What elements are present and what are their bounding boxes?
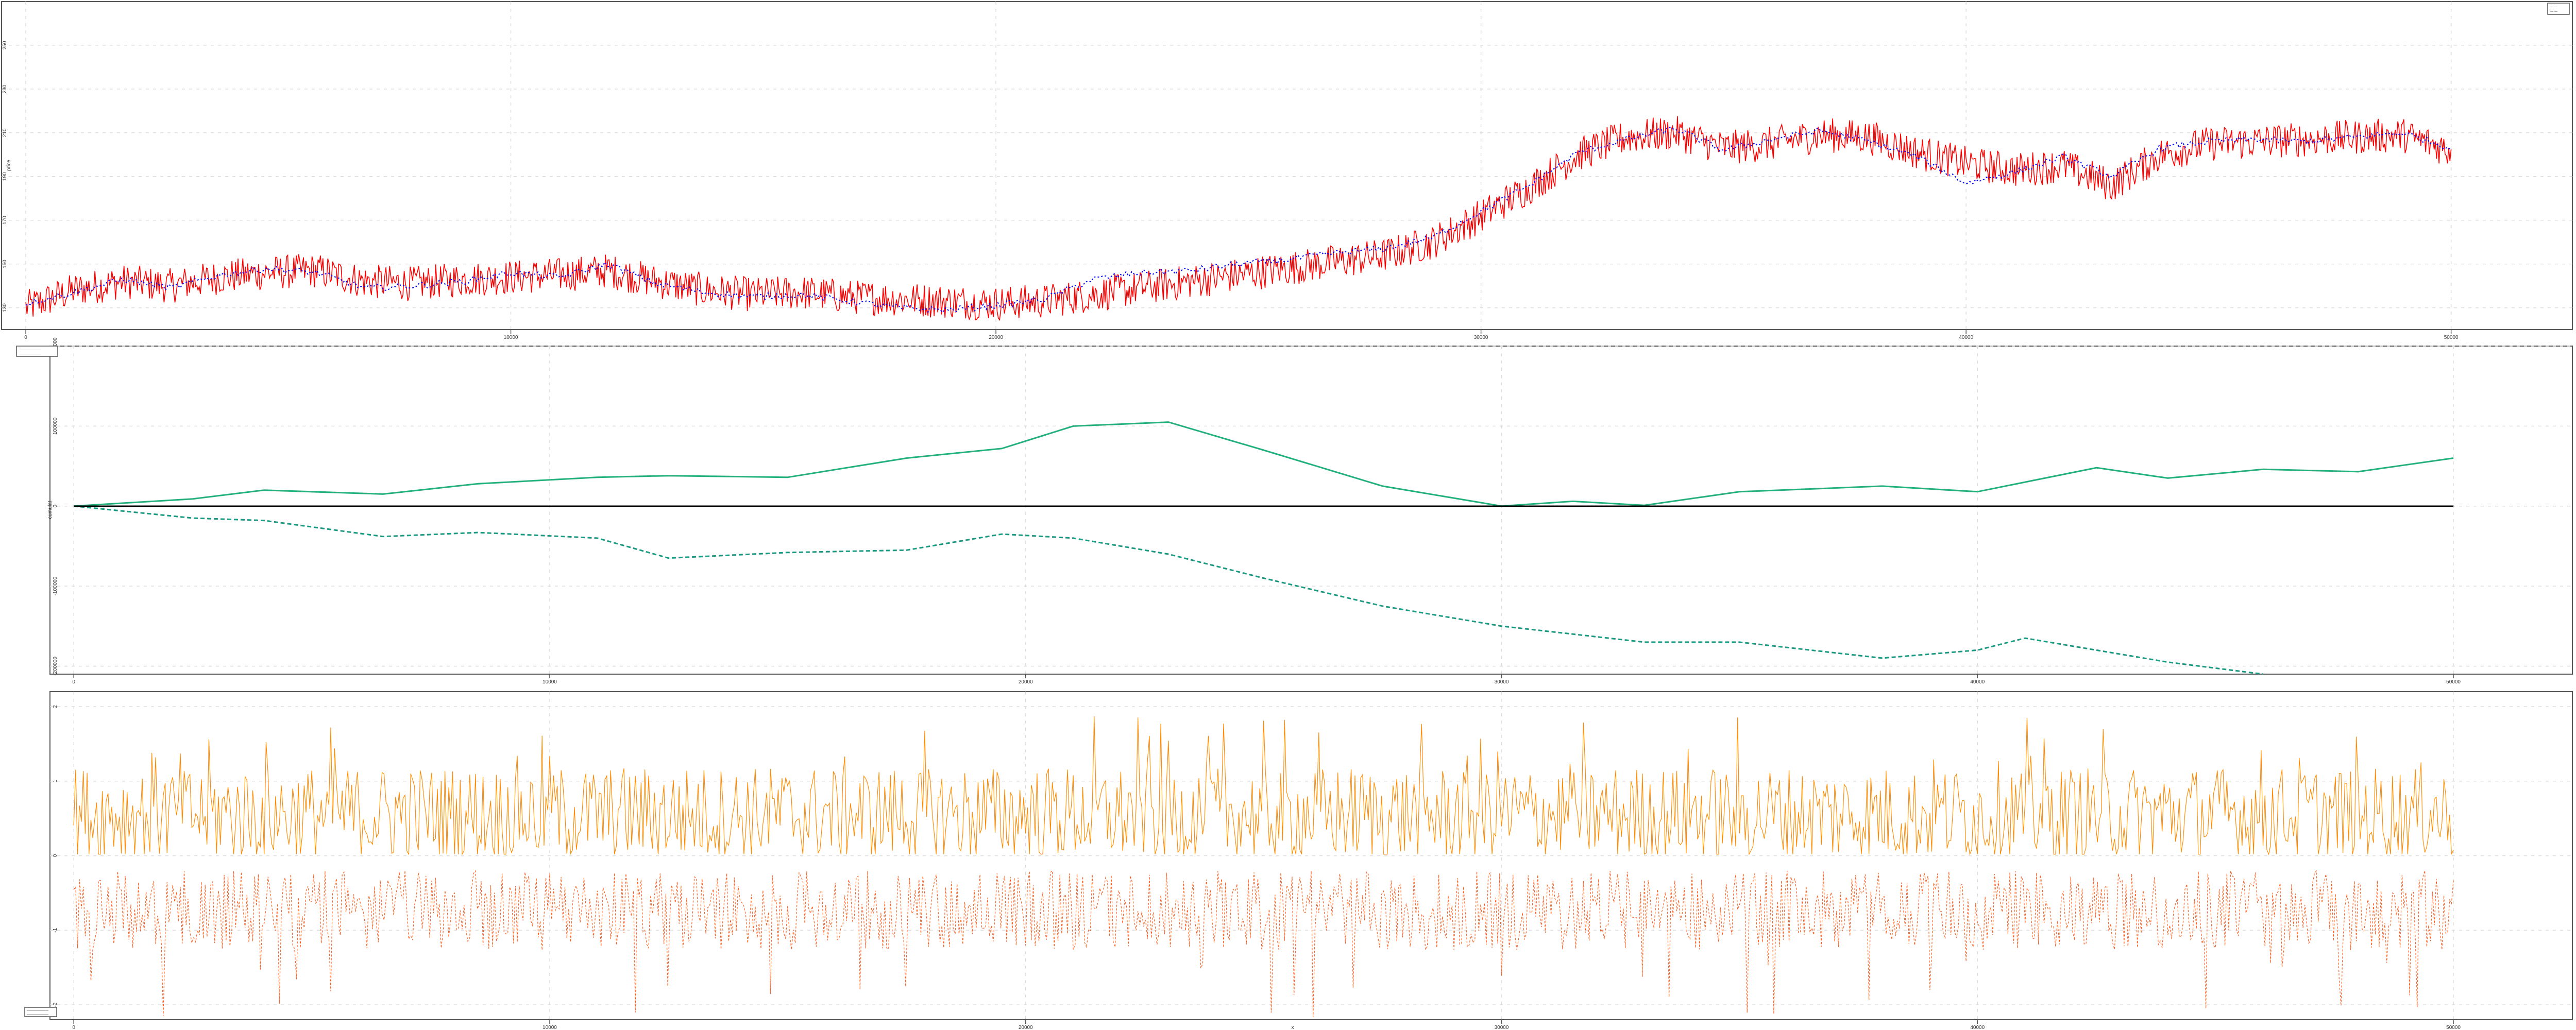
signals-y-tick-label: -1 [53, 928, 58, 932]
signals-grid [50, 692, 2572, 1020]
price-x-tick-label: 10000 [504, 335, 518, 340]
price-y-tick-label: 190 [2, 172, 8, 181]
signals-series [73, 716, 2454, 1017]
signals-legend-entry-2: ——————— [27, 1013, 48, 1016]
signals-x-axis-label: x [1292, 1025, 1294, 1030]
cumulative-series-1-line [74, 421, 2454, 507]
price-series [25, 116, 2452, 321]
cumulative-series-2-line [74, 505, 2263, 675]
price-x-tick-label: 40000 [1959, 335, 1973, 340]
signals-y-tick-label: 1 [53, 780, 58, 783]
signals-legend-box [24, 1007, 57, 1017]
cumulative-legend-entry-2: ——————— [20, 353, 41, 356]
price-y-tick-label: 150 [2, 260, 8, 268]
cumulative-legend-entry-1: ——————— [20, 349, 41, 352]
price-axes: 0 10000 20000 30000 40000 50000 130 150 170 190 21… [2, 41, 2459, 340]
signals-panel: 0 10000 20000 30000 40000 50000 -2 -1 0 1 2 x ————… [24, 691, 2573, 1030]
cumulative-plot-frame [49, 346, 2573, 675]
price-y-tick-label: 230 [2, 84, 8, 93]
cumulative-legend-box [16, 346, 58, 357]
cumulative-x-tick-label: 10000 [543, 679, 557, 685]
signals-x-tick-label: 40000 [1970, 1025, 1985, 1030]
price-x-tick-label: 30000 [1474, 335, 1488, 340]
signals-x-tick-label: 20000 [1019, 1025, 1033, 1030]
signals-x-tick-label: 0 [72, 1025, 75, 1030]
price-plot-frame [1, 1, 2573, 330]
signals-legend: ——————— ——————— [24, 1007, 57, 1017]
cumulative-y-tick-label: -100000 [53, 576, 58, 595]
signals-x-tick-label: 10000 [543, 1025, 557, 1030]
price-legend-entry-1: — — [2550, 6, 2557, 9]
signals-x-tick-label: 30000 [1495, 1025, 1509, 1030]
price-y-tick-label: 130 [2, 303, 8, 312]
price-grid [2, 2, 2572, 330]
price-x-tick-label: 0 [24, 335, 27, 340]
cumulative-series [74, 421, 2454, 675]
price-y-tick-label: 170 [2, 216, 8, 225]
signals-legend-entry-1: ——————— [27, 1009, 48, 1012]
signals-y-tick-label: 0 [53, 854, 58, 857]
signals-y-tick-label: -2 [53, 1002, 58, 1007]
price-legend: — — — — [2547, 3, 2570, 15]
price-panel: 0 10000 20000 30000 40000 50000 130 150 170 190 21… [1, 1, 2573, 340]
cumulative-legend: ——————— ——————— [16, 346, 58, 357]
price-y-axis-label: price [6, 160, 12, 171]
cumulative-x-tick-label: 0 [72, 679, 75, 685]
cumulative-y-tick-label: -200000 [53, 657, 58, 676]
signals-x-tick-label: 50000 [2446, 1025, 2461, 1030]
signals-axes: 0 10000 20000 30000 40000 50000 -2 -1 0 1 2 [53, 705, 2461, 1030]
cumulative-x-tick-label: 20000 [1019, 679, 1033, 685]
cumulative-y-tick-label: 0 [53, 505, 58, 508]
cumulative-x-tick-label: 40000 [1970, 679, 1985, 685]
price-x-tick-label: 50000 [2444, 335, 2459, 340]
price-legend-box [2547, 3, 2570, 15]
cumulative-y-axis-label: cumulat [47, 501, 53, 519]
price-x-tick-label: 20000 [989, 335, 1003, 340]
cumulative-x-tick-label: 30000 [1495, 679, 1509, 685]
cumulative-x-tick-label: 50000 [2446, 679, 2461, 685]
signals-y-tick-label: 2 [53, 705, 58, 708]
cumulative-panel: 0 10000 20000 30000 40000 50000 -200000 -100000… [16, 337, 2573, 685]
price-series-2-line [25, 127, 2451, 314]
price-legend-entry-2: — — [2550, 10, 2557, 13]
price-series-1-line [25, 116, 2452, 321]
signals-series-2-line [73, 870, 2454, 1017]
price-y-tick-label: 210 [2, 128, 8, 137]
cumulative-y-tick-label: 100000 [53, 417, 58, 435]
signals-series-1-line [73, 716, 2454, 855]
price-y-tick-label: 250 [2, 41, 8, 49]
